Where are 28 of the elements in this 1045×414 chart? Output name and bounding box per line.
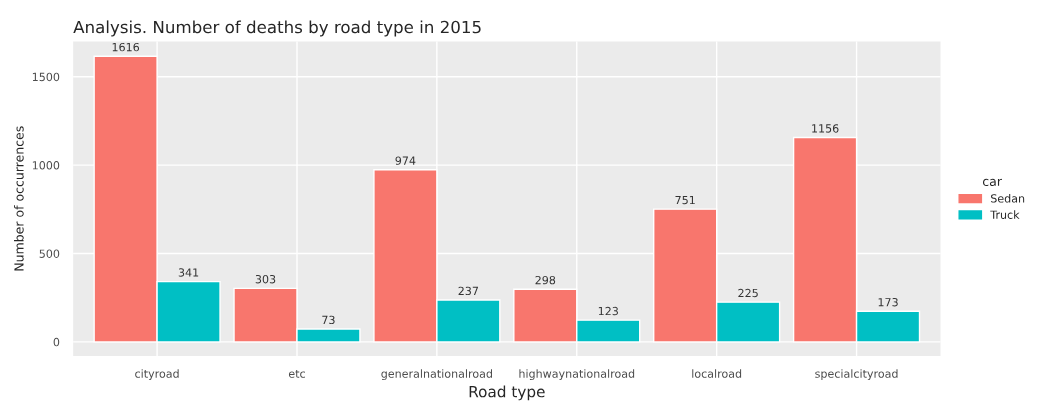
y-tick-label: 1500 [32, 72, 60, 82]
x-tick-label: localroad [692, 369, 742, 378]
data-label: 341 [178, 268, 199, 277]
data-label: 73 [322, 315, 335, 325]
data-label: 237 [458, 286, 479, 296]
data-label: 303 [255, 275, 276, 284]
x-tick-label: etc [288, 369, 305, 378]
y-tick-label: 1000 [32, 161, 60, 170]
x-tick-label: specialcityroad [815, 369, 898, 380]
data-label: 173 [878, 297, 898, 307]
x-tick-label: highwaynationalroad [519, 369, 635, 380]
data-label: 1616 [112, 42, 140, 52]
data-label: 123 [598, 306, 618, 316]
data-label: 751 [675, 195, 695, 205]
x-tick-label: cityroad [135, 369, 179, 380]
y-tick-label: 0 [53, 337, 60, 347]
legend-label: Truck [990, 210, 1020, 219]
data-label: 298 [535, 275, 556, 285]
y-tick-label: 500 [39, 249, 60, 258]
x-axis-title: Road type [469, 385, 545, 401]
data-label: 1156 [812, 124, 839, 133]
legend-title: car [982, 178, 1002, 187]
x-tick-label: generalnationalroad [381, 369, 492, 380]
chart-title: Analysis. Number of deaths by road type in 2015 [73, 20, 481, 37]
legend-label: Sedan [991, 194, 1025, 203]
y-axis-title: Number of occurrences [14, 126, 24, 271]
data-label: 225 [738, 288, 758, 298]
data-label: 974 [395, 156, 416, 165]
